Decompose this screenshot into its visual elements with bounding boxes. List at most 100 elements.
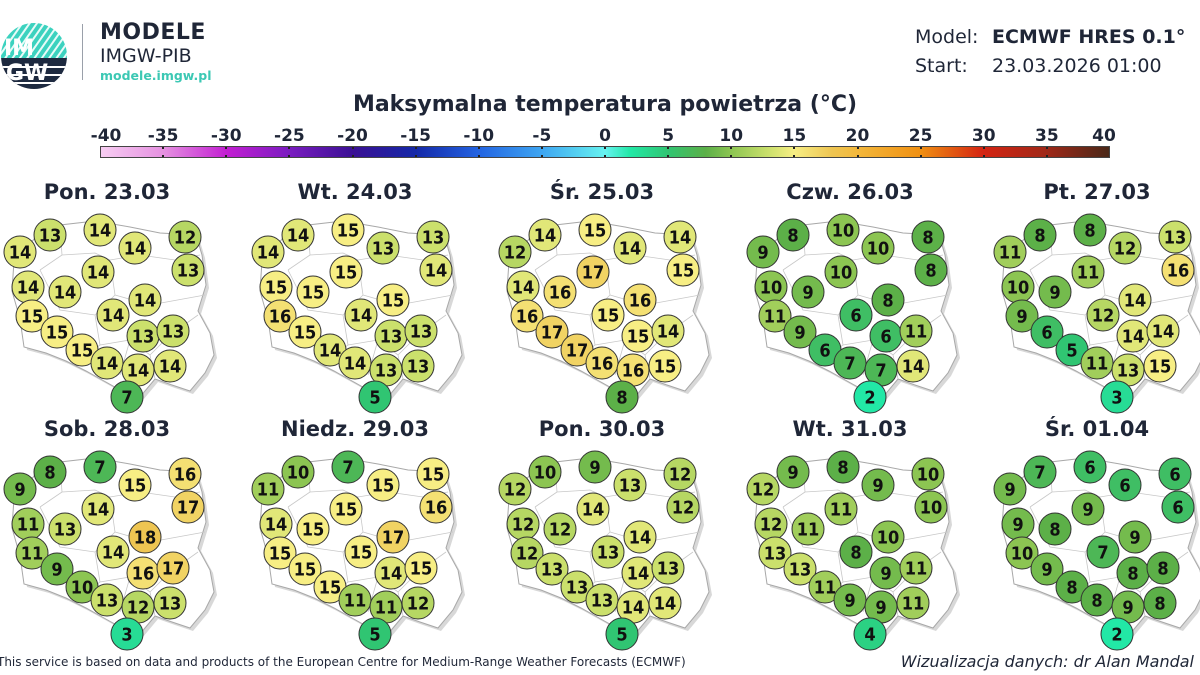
temperature-value: 9 [1004, 480, 1015, 501]
temperature-value: 16 [516, 307, 539, 328]
chart-title: Maksymalna temperatura powietrza (°C) [352, 92, 858, 117]
temperature-circle [896, 349, 930, 383]
temperature-marker: 7 [1086, 535, 1120, 569]
temperature-value: 7 [844, 354, 855, 375]
temperature-circle [1143, 349, 1177, 383]
temperature-value: 13 [372, 239, 395, 260]
temperature-circle [666, 490, 700, 524]
temperature-circle [871, 520, 905, 554]
day-title: Pon. 30.03 [538, 417, 666, 441]
temperature-circle [1143, 586, 1177, 620]
temperature-marker: 15 [259, 270, 293, 304]
temperature-marker: 13 [48, 512, 82, 546]
temperature-value: 8 [1084, 221, 1095, 242]
temperature-marker: 8 [911, 220, 945, 254]
day-title: Sob. 28.03 [43, 417, 171, 441]
temperature-value: 14 [102, 543, 125, 564]
temperature-value: 14 [627, 564, 650, 585]
temperature-marker: 6 [1161, 490, 1195, 524]
temperature-value: 10 [287, 463, 310, 484]
temperature-marker: 14 [3, 235, 37, 269]
temperature-circle [96, 535, 130, 569]
temperature-value: 14 [17, 278, 40, 299]
temperature-marker: 13 [171, 253, 205, 287]
temperature-marker: 11 [896, 586, 930, 620]
temperature-marker: 10 [824, 255, 858, 289]
temperature-circle [1071, 492, 1105, 526]
temperature-marker: 10 [528, 455, 562, 489]
temperature-circle [993, 472, 1027, 506]
temperature-value: 14 [344, 354, 367, 375]
temperature-value: 15 [672, 261, 695, 282]
temperature-circle [993, 235, 1027, 269]
temperature-circle [288, 552, 322, 586]
temperature-value: 12 [127, 598, 150, 619]
temperature-circle [833, 583, 867, 617]
temperature-circle [1073, 450, 1107, 484]
temperature-circle [783, 315, 817, 349]
temperature-marker: 15 [366, 468, 400, 502]
temperature-circle [510, 536, 544, 570]
temperature-circle [585, 346, 619, 380]
temperature-value: 9 [1012, 515, 1023, 536]
temperature-circle [1086, 298, 1120, 332]
temperature-circle [48, 512, 82, 546]
temperature-circle [1023, 455, 1057, 489]
temperature-circle [623, 520, 657, 554]
temperature-value: 16 [549, 283, 572, 304]
temperature-circle [251, 472, 285, 506]
temperature-circle [746, 472, 780, 506]
temperature-marker: 3 [110, 617, 144, 651]
colorbar-tick-mark [351, 155, 354, 157]
temperature-circle [899, 314, 933, 348]
temperature-circle [911, 457, 945, 491]
temperature-circle [1118, 520, 1152, 554]
temperature-value: 11 [1086, 354, 1109, 375]
start-value: 23.03.2026 01:00 [992, 55, 1162, 77]
temperature-circle [1080, 583, 1114, 617]
temperature-circle [535, 315, 569, 349]
temperature-circle [776, 455, 810, 489]
temperature-value: 9 [1129, 528, 1140, 549]
colorbar-tick-mark [667, 155, 670, 157]
temperature-marker: 9 [1038, 275, 1072, 309]
temperature-value: 11 [797, 520, 820, 541]
temperature-value: 10 [1011, 544, 1034, 565]
colorbar-tick-label: 5 [662, 126, 675, 146]
temperature-value: 10 [534, 463, 557, 484]
temperature-value: 14 [287, 226, 310, 247]
temperature-value: 16 [425, 498, 448, 519]
logo-divider [82, 24, 83, 80]
temperature-circle [128, 283, 162, 317]
temperature-circle [171, 490, 205, 524]
temperature-circle [281, 455, 315, 489]
temperature-value: 13 [789, 560, 812, 581]
temperature-circle [118, 231, 152, 265]
temperature-circle [376, 283, 410, 317]
temperature-value: 9 [1049, 283, 1060, 304]
temperature-marker: 9 [776, 455, 810, 489]
temperature-marker: 15 [331, 213, 365, 247]
temperature-value: 8 [1127, 564, 1138, 585]
colorbar-tick-mark [225, 147, 228, 149]
temperature-value: 15 [302, 283, 325, 304]
temperature-marker: 18 [128, 520, 162, 554]
temperature-marker: 13 [535, 552, 569, 586]
day-title: Śr. 01.04 [1044, 417, 1150, 441]
temperature-marker: 14 [121, 353, 155, 387]
colorbar-tick-mark [982, 155, 985, 157]
temperature-value: 11 [905, 322, 928, 343]
temperature-marker: 15 [648, 349, 682, 383]
temperature-value: 13 [1117, 361, 1140, 382]
temperature-circle [663, 220, 697, 254]
temperature-marker: 17 [171, 490, 205, 524]
temperature-circle [758, 299, 792, 333]
temperature-value: 15 [265, 278, 288, 299]
temperature-marker: 13 [783, 552, 817, 586]
temperature-value: 14 [54, 283, 77, 304]
temperature-marker: 11 [824, 492, 858, 526]
temperature-marker: 14 [374, 556, 408, 590]
brand-url[interactable]: modele.imgw.pl [100, 68, 212, 83]
